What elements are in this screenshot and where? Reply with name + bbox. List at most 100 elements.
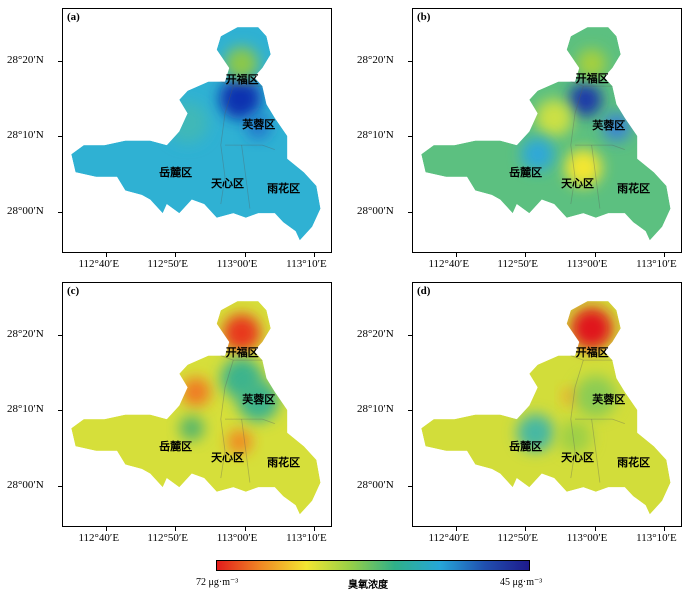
district-boundary	[591, 145, 601, 209]
district-boundary	[570, 359, 584, 479]
district-label: 开福区	[225, 346, 259, 360]
longitude-tick-label: 112°40′E	[428, 532, 470, 544]
latitude-tick-label: 28°10′N	[357, 129, 394, 142]
latitude-tick-label: 28°00′N	[7, 479, 44, 492]
concentration-hotspot	[602, 112, 632, 142]
district-boundary	[220, 355, 263, 361]
longitude-tick-label: 112°40′E	[78, 532, 120, 544]
longitude-tick-label: 112°50′E	[497, 258, 539, 270]
latitude-tick-mark	[408, 212, 412, 214]
longitude-tick-mark	[594, 253, 596, 257]
concentration-hotspot	[225, 46, 259, 81]
district-boundary	[220, 359, 234, 479]
concentration-hotspot	[577, 48, 607, 78]
longitude-tick-label: 113°10′E	[636, 258, 677, 270]
concentration-hotspot	[570, 307, 613, 350]
district-boundary	[575, 144, 625, 150]
district-label: 天心区	[211, 177, 245, 191]
district-label: 岳麓区	[159, 439, 193, 453]
district-label: 芙蓉区	[592, 119, 626, 133]
longitude-tick-mark	[314, 527, 316, 531]
colorbar-title: 臭氧浓度	[348, 580, 388, 591]
latitude-tick-label: 28°00′N	[7, 205, 44, 218]
longitude-tick-label: 113°00′E	[216, 532, 258, 544]
urban-area	[421, 301, 671, 515]
map-frame: (b) 开福区 芙蓉区 岳麓区 天心区 雨花区	[412, 8, 682, 253]
concentration-hotspot	[181, 377, 211, 407]
map-frame: (d) 开福区 芙蓉区 岳麓区 天心区 雨花区	[412, 282, 682, 527]
district-label: 天心区	[561, 451, 595, 465]
map-panel: (b) 开福区 芙蓉区 岳麓区 天心区 雨花区 28°20′N 28°10′N 28°00′N 1…	[357, 8, 682, 270]
panel-label: (c)	[67, 285, 80, 297]
longitude-tick-mark	[594, 527, 596, 531]
district-label: 开福区	[575, 346, 609, 360]
district-label: 开福区	[225, 73, 259, 87]
concentration-hotspot	[237, 380, 279, 422]
district-boundary	[570, 81, 613, 87]
ozone-map	[421, 27, 671, 241]
latitude-tick-label: 28°20′N	[357, 328, 394, 341]
district-boundary	[220, 85, 234, 205]
district-label: 芙蓉区	[242, 118, 276, 132]
district-label: 天心区	[561, 177, 595, 191]
district-boundary	[241, 419, 251, 483]
longitude-tick-mark	[106, 527, 108, 531]
concentration-hotspot	[166, 101, 209, 144]
map-frame: (a) 开福区芙蓉区岳麓区天心区 雨花区	[62, 8, 332, 253]
district-label: 雨花区	[267, 181, 301, 195]
longitude-tick-label: 112°40′E	[428, 258, 470, 270]
urban-area	[71, 301, 321, 515]
concentration-hotspot	[219, 77, 262, 120]
longitude-tick-label: 113°00′E	[216, 258, 258, 270]
ozone-map	[71, 27, 321, 241]
latitude-tick-mark	[58, 335, 62, 337]
district-label: 岳麓区	[159, 165, 193, 179]
longitude-tick-mark	[664, 527, 666, 531]
latitude-tick-label: 28°00′N	[357, 205, 394, 218]
panel-label: (a)	[67, 11, 80, 23]
latitude-tick-mark	[58, 61, 62, 63]
map-frame: (c) 开福区 芙蓉区 岳麓区 天心区 雨花区	[62, 282, 332, 527]
latitude-tick-label: 28°20′N	[357, 54, 394, 67]
district-boundary	[575, 418, 625, 424]
map-panel: (d) 开福区 芙蓉区 岳麓区 天心区 雨花区 28°20′N 28°10′N 28°00′N 1…	[357, 282, 682, 544]
longitude-tick-mark	[525, 253, 527, 257]
longitude-tick-label: 113°00′E	[566, 532, 608, 544]
longitude-tick-label: 112°50′E	[147, 532, 189, 544]
district-label: 雨花区	[617, 455, 651, 469]
concentration-hotspot	[564, 149, 602, 187]
longitude-tick-mark	[456, 253, 458, 257]
latitude-tick-label: 28°20′N	[7, 328, 44, 341]
longitude-tick-mark	[456, 527, 458, 531]
longitude-tick-label: 112°50′E	[147, 258, 189, 270]
latitude-tick-mark	[408, 61, 412, 63]
latitude-tick-mark	[58, 212, 62, 214]
latitude-tick-label: 28°20′N	[7, 54, 44, 67]
longitude-tick-mark	[244, 253, 246, 257]
district-label: 芙蓉区	[242, 393, 276, 407]
concentration-hotspot	[516, 414, 555, 452]
colorbar-min-label: 45 μg·m⁻³	[500, 577, 543, 588]
longitude-tick-label: 113°10′E	[286, 258, 327, 270]
district-label: 开福区	[575, 72, 609, 86]
concentration-hotspot	[575, 375, 617, 418]
colorbar	[216, 560, 530, 571]
ozone-map	[71, 301, 321, 515]
longitude-tick-mark	[244, 527, 246, 531]
district-boundary	[220, 81, 263, 87]
district-label: 雨花区	[267, 455, 301, 469]
district-label: 雨花区	[617, 181, 651, 195]
longitude-tick-label: 112°40′E	[78, 258, 120, 270]
longitude-tick-mark	[175, 527, 177, 531]
map-panel: (c) 开福区 芙蓉区 岳麓区 天心区 雨花区 28°20′N 28°10′N 28°00′N 1…	[7, 282, 332, 544]
concentration-hotspot	[227, 429, 253, 455]
district-boundary	[225, 144, 275, 150]
longitude-tick-label: 113°00′E	[566, 258, 608, 270]
panel-label: (b)	[417, 11, 431, 23]
longitude-tick-mark	[175, 253, 177, 257]
latitude-tick-mark	[58, 136, 62, 138]
concentration-hotspot	[558, 420, 592, 454]
district-boundary	[225, 418, 275, 424]
latitude-tick-label: 28°10′N	[7, 403, 44, 416]
concentration-hotspot	[535, 99, 573, 137]
